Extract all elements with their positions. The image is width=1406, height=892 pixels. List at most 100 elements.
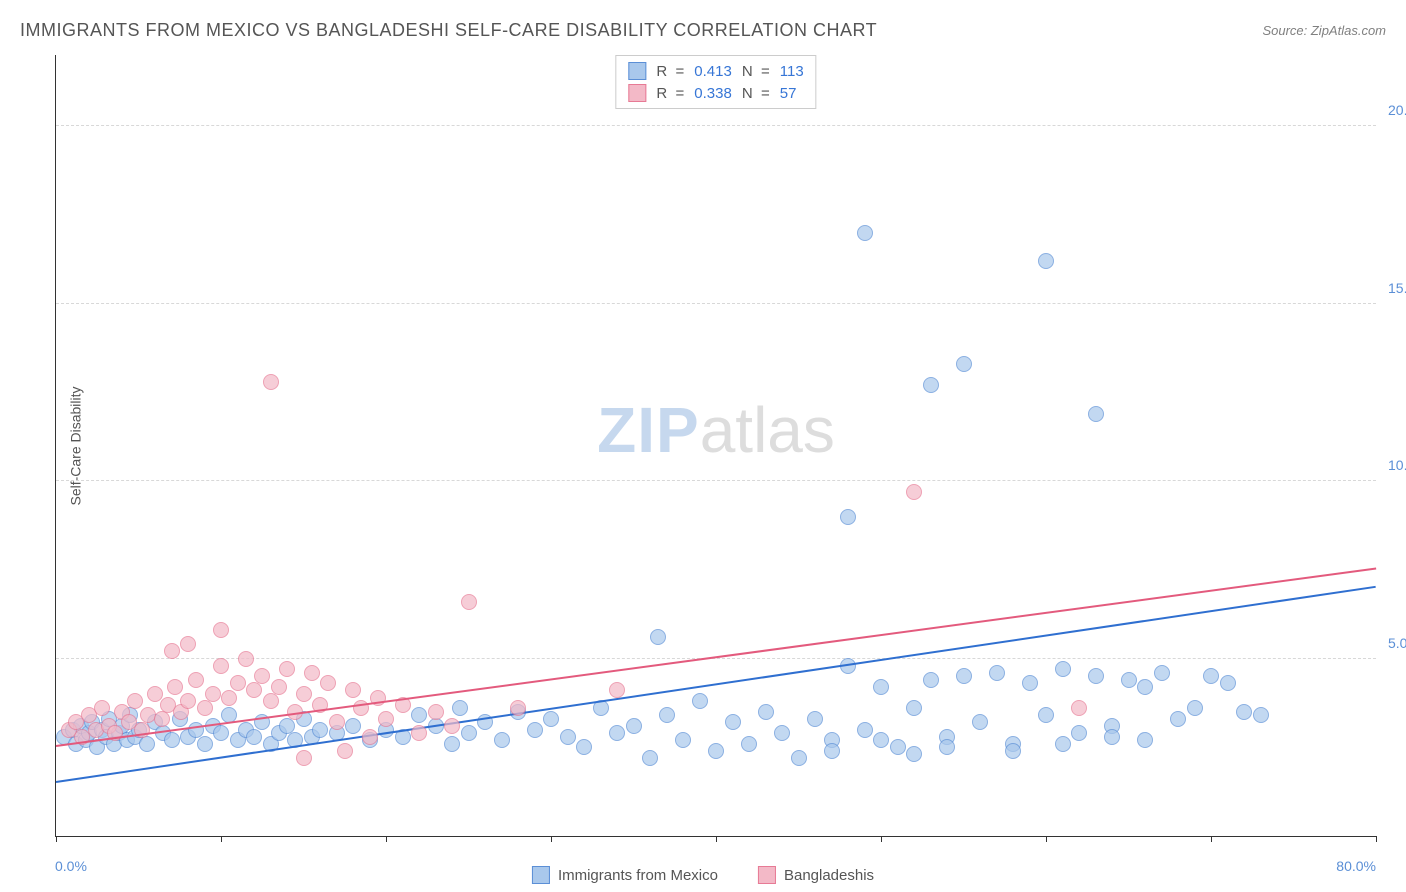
data-point xyxy=(1137,679,1153,695)
data-point xyxy=(167,679,183,695)
data-point xyxy=(279,661,295,677)
chart-title: IMMIGRANTS FROM MEXICO VS BANGLADESHI SE… xyxy=(20,20,877,41)
plot-area: ZIPatlas R = 0.413 N = 113 R = 0.338 N =… xyxy=(55,55,1376,837)
chart-container: IMMIGRANTS FROM MEXICO VS BANGLADESHI SE… xyxy=(0,0,1406,892)
swatch-series-0 xyxy=(628,62,646,80)
legend-item-0: Immigrants from Mexico xyxy=(532,866,718,884)
data-point xyxy=(972,714,988,730)
data-point xyxy=(758,704,774,720)
data-point xyxy=(1088,406,1104,422)
data-point xyxy=(741,736,757,752)
stats-legend-box: R = 0.413 N = 113 R = 0.338 N = 57 xyxy=(615,55,816,109)
data-point xyxy=(956,356,972,372)
x-tick xyxy=(716,836,717,842)
r-label: R = xyxy=(656,63,684,80)
y-tick-label: 15.0% xyxy=(1380,280,1406,296)
data-point xyxy=(510,700,526,716)
data-point xyxy=(345,682,361,698)
data-point xyxy=(923,672,939,688)
data-point xyxy=(1055,661,1071,677)
x-tick xyxy=(1211,836,1212,842)
data-point xyxy=(1170,711,1186,727)
n-value-1: 57 xyxy=(780,85,797,102)
y-tick-label: 20.0% xyxy=(1380,102,1406,118)
x-axis-min-label: 0.0% xyxy=(55,858,87,874)
data-point xyxy=(1104,729,1120,745)
data-point xyxy=(1055,736,1071,752)
data-point xyxy=(1187,700,1203,716)
x-tick xyxy=(56,836,57,842)
data-point xyxy=(873,732,889,748)
source-label: Source: ZipAtlas.com xyxy=(1262,23,1386,38)
data-point xyxy=(576,739,592,755)
data-point xyxy=(956,668,972,684)
data-point xyxy=(1154,665,1170,681)
data-point xyxy=(329,714,345,730)
data-point xyxy=(774,725,790,741)
data-point xyxy=(675,732,691,748)
watermark-atlas: atlas xyxy=(700,394,835,466)
data-point xyxy=(560,729,576,745)
data-point xyxy=(650,629,666,645)
r-label: R = xyxy=(656,85,684,102)
data-point xyxy=(543,711,559,727)
n-label: N = xyxy=(742,85,770,102)
data-point xyxy=(378,711,394,727)
data-point xyxy=(271,679,287,695)
data-point xyxy=(246,729,262,745)
swatch-series-1 xyxy=(628,84,646,102)
r-value-0: 0.413 xyxy=(694,63,732,80)
data-point xyxy=(362,729,378,745)
legend-item-1: Bangladeshis xyxy=(758,866,874,884)
data-point xyxy=(304,665,320,681)
data-point xyxy=(94,700,110,716)
data-point xyxy=(824,743,840,759)
data-point xyxy=(1022,675,1038,691)
data-point xyxy=(609,725,625,741)
y-tick-label: 10.0% xyxy=(1380,457,1406,473)
data-point xyxy=(461,725,477,741)
data-point xyxy=(923,377,939,393)
data-point xyxy=(213,658,229,674)
data-point xyxy=(213,622,229,638)
data-point xyxy=(857,225,873,241)
data-point xyxy=(230,675,246,691)
stats-row-series-0: R = 0.413 N = 113 xyxy=(628,60,803,82)
data-point xyxy=(1088,668,1104,684)
bottom-legend: Immigrants from Mexico Bangladeshis xyxy=(532,866,874,884)
data-point xyxy=(659,707,675,723)
n-value-0: 113 xyxy=(780,63,804,80)
data-point xyxy=(1220,675,1236,691)
data-point xyxy=(692,693,708,709)
data-point xyxy=(527,722,543,738)
data-point xyxy=(444,736,460,752)
data-point xyxy=(238,651,254,667)
r-value-1: 0.338 xyxy=(694,85,732,102)
watermark-zip: ZIP xyxy=(597,394,700,466)
y-tick-label: 5.0% xyxy=(1380,635,1406,651)
data-point xyxy=(180,636,196,652)
x-tick xyxy=(386,836,387,842)
data-point xyxy=(411,707,427,723)
data-point xyxy=(197,700,213,716)
data-point xyxy=(873,679,889,695)
n-label: N = xyxy=(742,63,770,80)
x-tick xyxy=(551,836,552,842)
data-point xyxy=(1038,253,1054,269)
data-point xyxy=(213,725,229,741)
data-point xyxy=(254,668,270,684)
data-point xyxy=(939,739,955,755)
x-axis-max-label: 80.0% xyxy=(1336,858,1376,874)
gridline xyxy=(56,480,1376,481)
data-point xyxy=(296,686,312,702)
data-point xyxy=(139,736,155,752)
data-point xyxy=(127,693,143,709)
x-tick xyxy=(881,836,882,842)
data-point xyxy=(221,690,237,706)
stats-row-series-1: R = 0.338 N = 57 xyxy=(628,82,803,104)
data-point xyxy=(807,711,823,727)
data-point xyxy=(1071,700,1087,716)
data-point xyxy=(164,643,180,659)
data-point xyxy=(989,665,1005,681)
watermark: ZIPatlas xyxy=(597,393,835,467)
